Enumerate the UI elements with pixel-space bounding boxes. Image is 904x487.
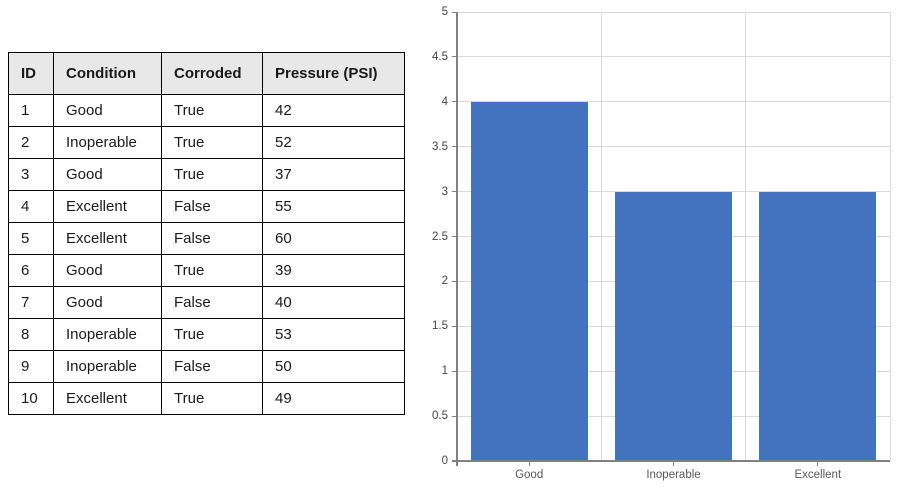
y-tick-label: 4 [441,95,448,108]
y-axis-line [456,12,458,466]
gridline-vertical [600,12,602,461]
gridline-horizontal [457,101,890,103]
table-row: 2 Inoperable True 52 [8,126,405,159]
gridline-horizontal [457,146,890,148]
table-cell: 1 [8,94,54,127]
y-axis-tick [452,56,457,58]
table-cell: 55 [262,190,405,223]
table-cell: 37 [262,158,405,191]
table-cell: Excellent [53,222,162,255]
table-cell: 49 [262,382,405,415]
table-row: 8 Inoperable True 53 [8,318,405,351]
table-cell: 10 [8,382,54,415]
header-row: ID Condition Corroded Pressure (PSI) [8,52,405,95]
table-cell: 8 [8,318,54,351]
x-axis-tick [528,461,530,466]
table-cell: Good [53,94,162,127]
table-cell: True [161,94,263,127]
table-cell: 6 [8,254,54,287]
table-body: 1 Good True 42 2 Inoperable True 52 3 Good True 37 4… [8,94,405,415]
gridline-horizontal [457,56,890,58]
pipe-data-table: ID Condition Corroded Pressure (PSI) 1 Good T… [8,52,405,415]
x-axis-tick [817,461,819,466]
x-axis-label: Good [515,469,544,481]
table-row: 6 Good True 39 [8,254,405,287]
chart-bar-excellent [759,191,877,461]
table-cell: 60 [262,222,405,255]
y-axis-tick [452,415,457,417]
y-tick-label: 3 [441,185,448,198]
table-cell: Excellent [53,382,162,415]
y-axis-tick [452,11,457,13]
x-axis-label: Inoperable [646,469,701,481]
y-tick-label: 3.5 [432,140,448,153]
column-header: Corroded [161,52,263,95]
table-cell: False [161,222,263,255]
y-tick-label: 2.5 [432,230,448,243]
y-axis-tick [452,236,457,237]
y-tick-label: 4.5 [432,50,448,63]
table-cell: 42 [262,94,405,127]
table-cell: True [161,254,263,287]
table-cell: 2 [8,126,54,159]
x-axis-label: Excellent [794,469,842,481]
table-cell: 53 [262,318,405,351]
table-cell: False [161,286,263,319]
chart-bar-inoperable [615,191,732,461]
table-cell: False [161,190,263,223]
table-cell: Good [53,158,162,191]
table-row: 4 Excellent False 55 [8,190,405,223]
y-axis-tick [452,370,457,372]
gridline-vertical [745,12,747,461]
table-cell: False [161,350,263,383]
table-row: 3 Good True 37 [8,158,405,191]
table-cell: Excellent [53,190,162,223]
table-cell: True [161,158,263,191]
y-tick-label: 1.5 [432,320,448,333]
column-header: ID [8,52,54,95]
x-axis-line [452,460,890,462]
y-axis-tick [452,146,457,148]
y-axis-tick [452,280,457,282]
table-cell: 7 [8,286,54,319]
y-axis-tick [452,325,457,327]
y-tick-label: 1 [441,365,448,378]
table-cell: 4 [8,190,54,223]
table-cell: 3 [8,158,54,191]
table-cell: 39 [262,254,405,287]
column-header: Pressure (PSI) [262,52,405,95]
y-tick-label: 0 [441,455,448,467]
table-cell: True [161,382,263,415]
table-cell: True [161,318,263,351]
chart-bar-good [470,101,588,461]
table-cell: True [161,126,263,159]
y-tick-label: 0.5 [432,410,448,423]
y-tick-label: 5 [441,6,448,18]
gridline-horizontal [457,11,890,13]
condition-bar-chart: 0 0.5 1 1.5 2 2.5 3 3.5 4 4.5 5 Good Inoperable Excel… [420,0,904,487]
column-header: Condition [53,52,162,95]
table-row: 5 Excellent False 60 [8,222,405,255]
x-axis-tick [673,461,674,466]
y-axis-tick [452,191,457,193]
table-cell: 5 [8,222,54,255]
table-cell: Inoperable [53,350,162,383]
table-row: 7 Good False 40 [8,286,405,319]
table-row: 9 Inoperable False 50 [8,350,405,383]
table-row: 1 Good True 42 [8,94,405,127]
table-row: 10 Excellent True 49 [8,382,405,415]
table-cell: 40 [262,286,405,319]
table-header-row: ID Condition Corroded Pressure (PSI) [8,52,405,95]
table-cell: 50 [262,350,405,383]
table-cell: Inoperable [53,126,162,159]
table-cell: 9 [8,350,54,383]
y-axis-tick [452,101,457,103]
table-cell: 52 [262,126,405,159]
table-cell: Good [53,254,162,287]
gridline-vertical [889,12,891,461]
table-cell: Good [53,286,162,319]
y-tick-label: 2 [441,275,448,288]
table-cell: Inoperable [53,318,162,351]
